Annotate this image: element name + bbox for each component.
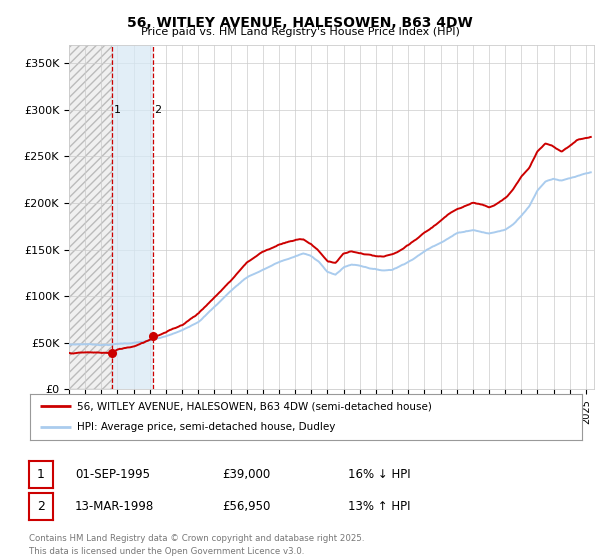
- Text: 2: 2: [155, 105, 162, 115]
- Text: 56, WITLEY AVENUE, HALESOWEN, B63 4DW (semi-detached house): 56, WITLEY AVENUE, HALESOWEN, B63 4DW (s…: [77, 401, 432, 411]
- Text: 01-SEP-1995: 01-SEP-1995: [75, 468, 150, 482]
- Text: 13-MAR-1998: 13-MAR-1998: [75, 500, 154, 513]
- Text: 1: 1: [114, 105, 121, 115]
- Text: Contains HM Land Registry data © Crown copyright and database right 2025.
This d: Contains HM Land Registry data © Crown c…: [29, 534, 364, 556]
- Text: £56,950: £56,950: [222, 500, 271, 513]
- Bar: [112, 45, 153, 389]
- Text: £39,000: £39,000: [222, 468, 270, 482]
- Bar: [69, 45, 112, 389]
- Text: 13% ↑ HPI: 13% ↑ HPI: [348, 500, 410, 513]
- Text: 16% ↓ HPI: 16% ↓ HPI: [348, 468, 410, 482]
- Text: HPI: Average price, semi-detached house, Dudley: HPI: Average price, semi-detached house,…: [77, 422, 335, 432]
- Text: 2: 2: [37, 500, 45, 513]
- Text: Price paid vs. HM Land Registry's House Price Index (HPI): Price paid vs. HM Land Registry's House …: [140, 27, 460, 37]
- Text: 1: 1: [37, 468, 45, 482]
- Text: 56, WITLEY AVENUE, HALESOWEN, B63 4DW: 56, WITLEY AVENUE, HALESOWEN, B63 4DW: [127, 16, 473, 30]
